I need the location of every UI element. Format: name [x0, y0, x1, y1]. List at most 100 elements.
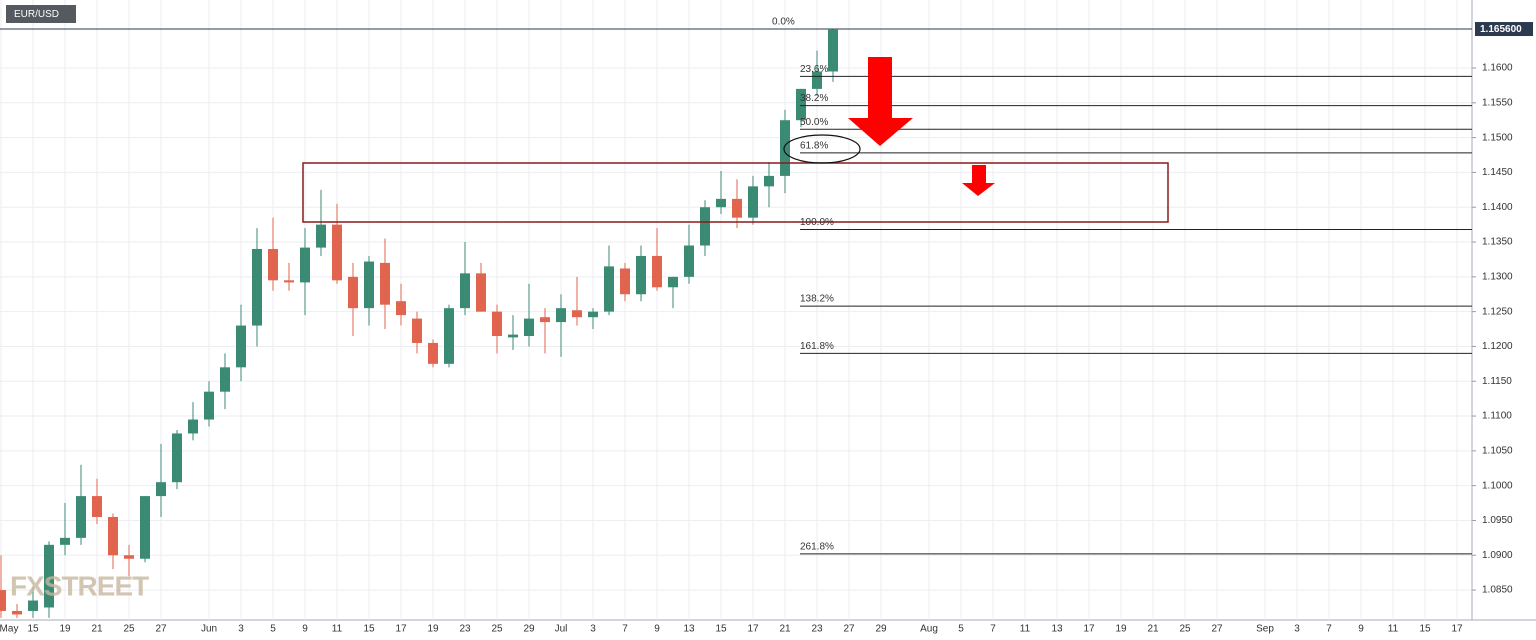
candle-body — [108, 516, 118, 556]
x-tick-label: 9 — [654, 624, 660, 635]
x-tick-label: 21 — [91, 624, 103, 635]
candle-body — [524, 318, 534, 336]
candle-body — [588, 311, 598, 318]
y-tick-label: 1.1550 — [1482, 97, 1513, 108]
candle-body — [380, 262, 390, 305]
x-tick-label: 19 — [59, 624, 71, 635]
x-tick-label: 5 — [270, 624, 276, 635]
x-tick-label: 15 — [27, 624, 39, 635]
x-tick-label: 17 — [747, 624, 759, 635]
candle-body — [636, 255, 646, 295]
x-tick-label: 7 — [1326, 624, 1332, 635]
x-tick-label: 17 — [1083, 624, 1095, 635]
x-tick-label: 25 — [1179, 624, 1191, 635]
fib-label: 138.2% — [800, 294, 834, 305]
y-tick-label: 1.1050 — [1482, 445, 1513, 456]
annotations — [302, 57, 1169, 223]
x-tick-label: 13 — [683, 624, 695, 635]
x-tick-label: 5 — [958, 624, 964, 635]
y-tick-label: 1.1400 — [1482, 202, 1513, 213]
candle-body — [780, 120, 790, 176]
big-arrow — [848, 57, 913, 146]
candle-body — [76, 496, 86, 538]
x-tick-label: May — [0, 624, 18, 635]
x-tick-label: 23 — [811, 624, 823, 635]
y-tick-label: 1.1450 — [1482, 167, 1513, 178]
x-tick-label: 9 — [302, 624, 308, 635]
candle-body — [236, 325, 246, 368]
candle-body — [348, 276, 358, 309]
y-tick-label: 1.1600 — [1482, 63, 1513, 74]
x-tick-label: 15 — [1419, 624, 1431, 635]
candle-body — [444, 308, 454, 364]
fib-label: 23.6% — [800, 64, 828, 75]
x-tick-label: Aug — [920, 624, 938, 635]
candle-body — [460, 273, 470, 309]
candle-body — [268, 248, 278, 281]
x-tick-label: 11 — [332, 624, 343, 635]
candle-body — [12, 610, 22, 615]
x-tick-label: 7 — [622, 624, 628, 635]
x-tick-label: Sep — [1256, 624, 1274, 635]
candle-body — [556, 308, 566, 323]
x-tick-label: 7 — [990, 624, 996, 635]
y-tick-label: 1.1100 — [1482, 411, 1512, 422]
x-tick-label: 15 — [363, 624, 375, 635]
candle-body — [60, 537, 70, 545]
candle-body — [204, 391, 214, 420]
x-tick-label: 25 — [491, 624, 503, 635]
candle-body — [412, 318, 422, 343]
x-tick-label: 19 — [1115, 624, 1127, 635]
fib-label: 261.8% — [800, 542, 834, 553]
y-tick-label: 1.1500 — [1482, 132, 1513, 143]
candle-body — [748, 186, 758, 218]
candle-body — [124, 555, 134, 559]
candle-body — [476, 273, 486, 312]
x-tick-label: 21 — [779, 624, 791, 635]
y-tick-label: 1.1200 — [1482, 341, 1513, 352]
candle-body — [284, 280, 294, 283]
y-tick-label: 1.1300 — [1482, 271, 1513, 282]
candle-body — [492, 311, 502, 336]
candle-body — [28, 600, 38, 611]
candle-body — [156, 482, 166, 497]
fib-label: 50.0% — [800, 117, 828, 128]
x-tick-label: 17 — [1451, 624, 1463, 635]
candle-body — [540, 317, 550, 323]
candle-body — [572, 310, 582, 318]
candle-body — [300, 247, 310, 283]
x-tick-label: 13 — [1051, 624, 1063, 635]
x-tick-label: 25 — [123, 624, 135, 635]
x-tick-label: 27 — [155, 624, 167, 635]
y-tick-label: 1.0950 — [1482, 515, 1513, 526]
x-tick-label: 9 — [1358, 624, 1364, 635]
chart-title: EUR/USD — [14, 9, 59, 20]
x-tick-label: 29 — [875, 624, 887, 635]
x-tick-label: 29 — [523, 624, 535, 635]
y-tick-label: 1.1000 — [1482, 480, 1513, 491]
candle-body — [764, 175, 774, 187]
x-tick-label: 11 — [1388, 624, 1399, 635]
labels: EUR/USD FXSTREET 1.0850 1.0900 1.0950 1.100… — [0, 5, 1533, 635]
candle-body — [812, 71, 822, 89]
x-tick-label: 15 — [715, 624, 727, 635]
watermark: FXSTREET — [10, 570, 149, 601]
candle-body — [668, 276, 678, 288]
y-tick-label: 1.0850 — [1482, 585, 1513, 596]
x-tick-label: 11 — [1020, 624, 1031, 635]
candle-body — [92, 496, 102, 517]
candle-body — [508, 334, 518, 338]
x-tick-label: 23 — [459, 624, 471, 635]
y-tick-label: 1.0900 — [1482, 550, 1513, 561]
candle-body — [316, 224, 326, 248]
fib-label: 100.0% — [800, 217, 834, 228]
fib-label: 38.2% — [800, 93, 828, 104]
candle-body — [44, 544, 54, 608]
candle-body — [252, 248, 262, 326]
candle-body — [332, 224, 342, 281]
x-tick-label: 3 — [1294, 624, 1300, 635]
candle-body — [140, 496, 150, 559]
fib-label: 161.8% — [800, 341, 834, 352]
